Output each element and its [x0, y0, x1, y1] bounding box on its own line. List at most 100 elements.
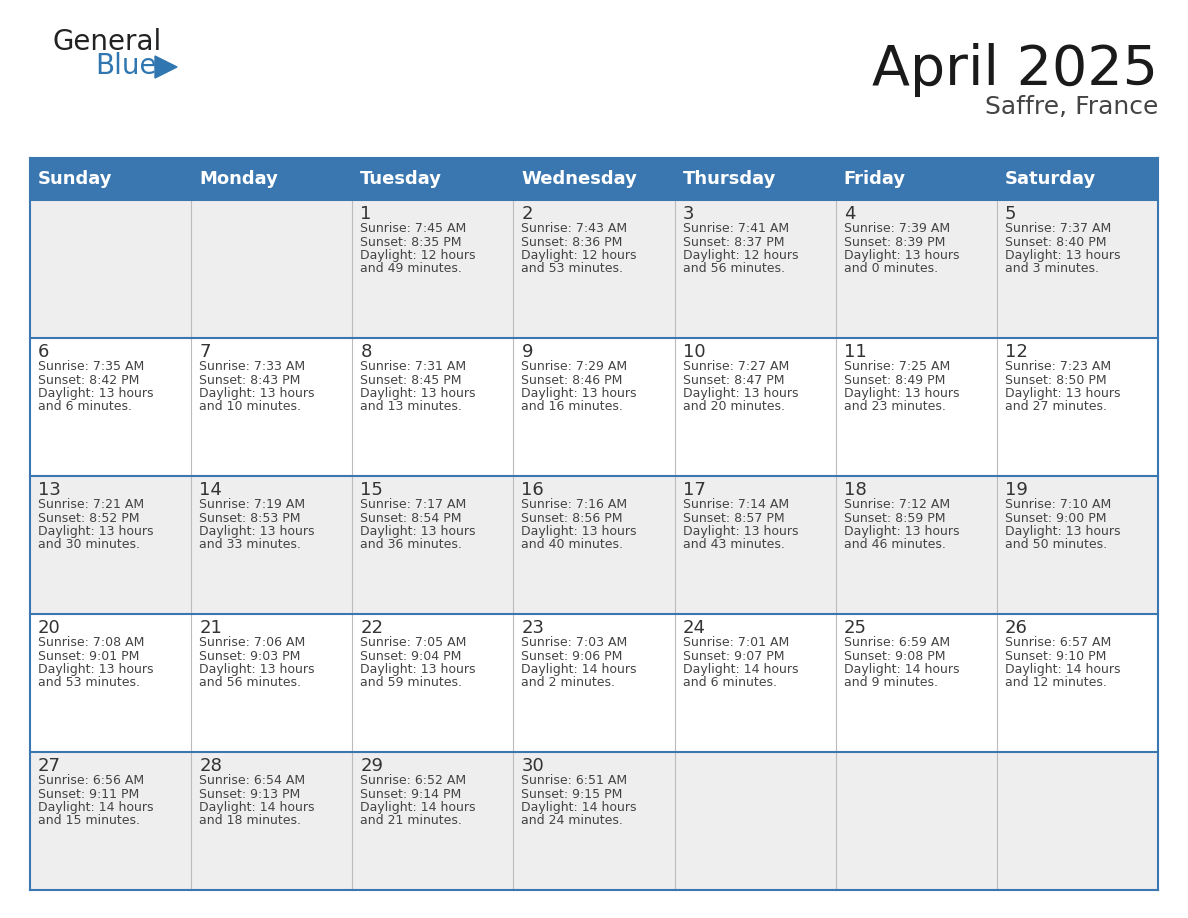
Text: Wednesday: Wednesday	[522, 170, 637, 188]
Text: Sunset: 8:39 PM: Sunset: 8:39 PM	[843, 236, 946, 249]
Text: Sunrise: 7:21 AM: Sunrise: 7:21 AM	[38, 498, 144, 511]
Bar	[997, 752, 1158, 890]
Text: and 20 minutes.: and 20 minutes.	[683, 400, 784, 413]
Text: Sunrise: 7:29 AM: Sunrise: 7:29 AM	[522, 360, 627, 373]
Text: Sunrise: 7:17 AM: Sunrise: 7:17 AM	[360, 498, 467, 511]
Bar	[513, 752, 675, 890]
Text: Sunset: 9:04 PM: Sunset: 9:04 PM	[360, 650, 462, 663]
Text: 9: 9	[522, 343, 533, 361]
Text: Sunset: 9:11 PM: Sunset: 9:11 PM	[38, 788, 139, 800]
Bar	[353, 614, 513, 752]
Text: Sunset: 8:52 PM: Sunset: 8:52 PM	[38, 511, 139, 524]
Text: and 59 minutes.: and 59 minutes.	[360, 677, 462, 689]
Text: Sunrise: 7:41 AM: Sunrise: 7:41 AM	[683, 222, 789, 235]
Text: Friday: Friday	[843, 170, 905, 188]
Text: Sunset: 8:42 PM: Sunset: 8:42 PM	[38, 374, 139, 386]
Text: Daylight: 13 hours: Daylight: 13 hours	[683, 525, 798, 538]
Text: Sunset: 9:07 PM: Sunset: 9:07 PM	[683, 650, 784, 663]
Text: Sunset: 8:57 PM: Sunset: 8:57 PM	[683, 511, 784, 524]
Bar	[30, 476, 191, 614]
Bar	[997, 614, 1158, 752]
Bar	[30, 200, 191, 338]
Text: 23: 23	[522, 619, 544, 637]
Text: Sunrise: 7:19 AM: Sunrise: 7:19 AM	[200, 498, 305, 511]
Text: 12: 12	[1005, 343, 1028, 361]
Text: Daylight: 13 hours: Daylight: 13 hours	[522, 387, 637, 400]
Text: Sunrise: 6:52 AM: Sunrise: 6:52 AM	[360, 774, 467, 787]
Text: Sunrise: 6:57 AM: Sunrise: 6:57 AM	[1005, 636, 1111, 649]
Bar	[675, 200, 835, 338]
Text: Sunday: Sunday	[38, 170, 113, 188]
Text: 8: 8	[360, 343, 372, 361]
Text: and 16 minutes.: and 16 minutes.	[522, 400, 624, 413]
Text: Sunrise: 7:25 AM: Sunrise: 7:25 AM	[843, 360, 950, 373]
Text: 29: 29	[360, 757, 384, 775]
Bar	[675, 338, 835, 476]
Bar	[513, 476, 675, 614]
Text: Sunset: 9:01 PM: Sunset: 9:01 PM	[38, 650, 139, 663]
Text: Daylight: 12 hours: Daylight: 12 hours	[683, 249, 798, 262]
Text: Daylight: 13 hours: Daylight: 13 hours	[200, 663, 315, 676]
Text: Sunrise: 7:31 AM: Sunrise: 7:31 AM	[360, 360, 467, 373]
Text: Tuesday: Tuesday	[360, 170, 442, 188]
Text: Daylight: 14 hours: Daylight: 14 hours	[1005, 663, 1120, 676]
Text: Sunrise: 7:16 AM: Sunrise: 7:16 AM	[522, 498, 627, 511]
Text: Sunrise: 7:05 AM: Sunrise: 7:05 AM	[360, 636, 467, 649]
Text: and 21 minutes.: and 21 minutes.	[360, 814, 462, 827]
Text: 5: 5	[1005, 205, 1017, 223]
Text: 16: 16	[522, 481, 544, 499]
Text: Sunrise: 7:08 AM: Sunrise: 7:08 AM	[38, 636, 145, 649]
Text: and 53 minutes.: and 53 minutes.	[38, 677, 140, 689]
Text: Daylight: 13 hours: Daylight: 13 hours	[38, 663, 153, 676]
Text: Thursday: Thursday	[683, 170, 776, 188]
Text: and 10 minutes.: and 10 minutes.	[200, 400, 301, 413]
Bar	[353, 752, 513, 890]
Text: Sunrise: 6:56 AM: Sunrise: 6:56 AM	[38, 774, 144, 787]
Text: 7: 7	[200, 343, 210, 361]
Text: Daylight: 13 hours: Daylight: 13 hours	[200, 525, 315, 538]
Text: Daylight: 14 hours: Daylight: 14 hours	[843, 663, 959, 676]
Text: and 46 minutes.: and 46 minutes.	[843, 539, 946, 552]
Text: and 36 minutes.: and 36 minutes.	[360, 539, 462, 552]
Text: Sunrise: 6:59 AM: Sunrise: 6:59 AM	[843, 636, 950, 649]
Text: Daylight: 13 hours: Daylight: 13 hours	[843, 249, 959, 262]
Text: Sunset: 9:15 PM: Sunset: 9:15 PM	[522, 788, 623, 800]
Text: and 23 minutes.: and 23 minutes.	[843, 400, 946, 413]
Text: Daylight: 13 hours: Daylight: 13 hours	[522, 525, 637, 538]
Bar	[513, 338, 675, 476]
Text: Daylight: 13 hours: Daylight: 13 hours	[1005, 525, 1120, 538]
Text: and 15 minutes.: and 15 minutes.	[38, 814, 140, 827]
Text: and 3 minutes.: and 3 minutes.	[1005, 263, 1099, 275]
Text: Sunrise: 7:27 AM: Sunrise: 7:27 AM	[683, 360, 789, 373]
Text: and 24 minutes.: and 24 minutes.	[522, 814, 624, 827]
Text: 20: 20	[38, 619, 61, 637]
Text: Sunrise: 7:37 AM: Sunrise: 7:37 AM	[1005, 222, 1111, 235]
Text: Sunset: 8:59 PM: Sunset: 8:59 PM	[843, 511, 946, 524]
Text: 14: 14	[200, 481, 222, 499]
Text: 18: 18	[843, 481, 866, 499]
Text: Sunset: 8:49 PM: Sunset: 8:49 PM	[843, 374, 946, 386]
Text: Sunrise: 7:06 AM: Sunrise: 7:06 AM	[200, 636, 305, 649]
Bar	[191, 752, 353, 890]
Text: Sunrise: 7:39 AM: Sunrise: 7:39 AM	[843, 222, 950, 235]
Text: 10: 10	[683, 343, 706, 361]
Text: Sunrise: 6:51 AM: Sunrise: 6:51 AM	[522, 774, 627, 787]
Text: Daylight: 14 hours: Daylight: 14 hours	[522, 663, 637, 676]
Text: Daylight: 13 hours: Daylight: 13 hours	[38, 525, 153, 538]
Text: Daylight: 14 hours: Daylight: 14 hours	[360, 801, 475, 814]
Text: 4: 4	[843, 205, 855, 223]
Text: Sunset: 8:53 PM: Sunset: 8:53 PM	[200, 511, 301, 524]
Text: Sunset: 8:36 PM: Sunset: 8:36 PM	[522, 236, 623, 249]
Text: Sunset: 9:14 PM: Sunset: 9:14 PM	[360, 788, 461, 800]
Text: 19: 19	[1005, 481, 1028, 499]
Text: 3: 3	[683, 205, 694, 223]
Bar	[30, 614, 191, 752]
Text: 25: 25	[843, 619, 867, 637]
Text: and 13 minutes.: and 13 minutes.	[360, 400, 462, 413]
Text: and 43 minutes.: and 43 minutes.	[683, 539, 784, 552]
Text: Saffre, France: Saffre, France	[985, 95, 1158, 119]
Bar	[191, 338, 353, 476]
Bar	[997, 338, 1158, 476]
Text: Sunset: 8:54 PM: Sunset: 8:54 PM	[360, 511, 462, 524]
Bar	[191, 476, 353, 614]
